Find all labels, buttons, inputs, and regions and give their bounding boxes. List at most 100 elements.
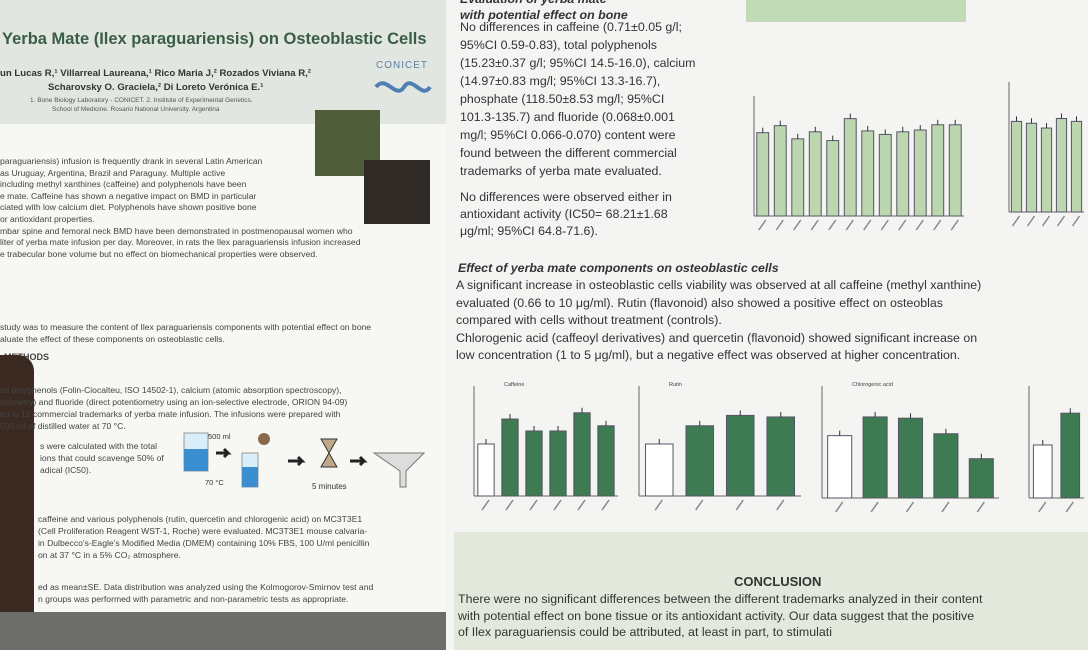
bar bbox=[725, 414, 755, 497]
text-line: (14.97±0.83 mg/l; 95%CI 13.3-16.7), bbox=[460, 74, 661, 88]
text-line: of Ilex paraguariensis could be attribut… bbox=[458, 625, 832, 639]
x-tick-squiggle bbox=[776, 499, 785, 511]
chart-title: Chlorogenic acid bbox=[852, 382, 893, 388]
bar bbox=[931, 124, 945, 217]
text-line: Evaluation of yerba mate bbox=[460, 0, 607, 6]
x-tick-squiggle bbox=[654, 499, 663, 511]
text-line: paraguariensis) infusion is frequently d… bbox=[0, 156, 263, 166]
x-tick-squiggle bbox=[863, 219, 872, 231]
x-tick-squiggle bbox=[835, 501, 844, 513]
x-tick-squiggle bbox=[758, 219, 767, 231]
bar bbox=[968, 458, 994, 499]
text-line: 101.3-135.7) and fluoride (0.068±0.001 bbox=[460, 110, 675, 124]
x-tick-squiggle bbox=[1071, 215, 1081, 227]
text-line: with potential effect on bone tissue or … bbox=[458, 608, 975, 623]
affiliation: School of Medicine. Rosario National Uni… bbox=[52, 106, 220, 113]
x-tick-squiggle bbox=[1056, 215, 1066, 227]
diagram-label: 5 minutes bbox=[312, 482, 347, 491]
x-tick-squiggle bbox=[1065, 501, 1074, 513]
x-tick-squiggle bbox=[553, 499, 562, 511]
text-line: on at 37 °C in a 5% CO₂ atmosphere. bbox=[38, 550, 181, 560]
bar bbox=[525, 430, 543, 497]
text-line: n groups was performed with parametric a… bbox=[38, 594, 349, 604]
poster-title: Yerba Mate (Ilex paraguariensis) on Oste… bbox=[2, 30, 427, 48]
text-line: study was to measure the content of Ilex… bbox=[0, 322, 372, 332]
bar bbox=[644, 443, 674, 497]
text-line: or antioxidant properties. bbox=[0, 214, 95, 224]
bar bbox=[549, 430, 567, 497]
x-tick-squiggle bbox=[870, 501, 879, 513]
bar-chart bbox=[1008, 82, 1084, 227]
conclusion-heading: CONCLUSION bbox=[734, 574, 822, 589]
text-line: low concentration (1 to 5 μg/ml), but a … bbox=[456, 348, 961, 362]
text-line: ed in 12 commercial trademarks of yerba … bbox=[0, 409, 341, 419]
bar-chart bbox=[753, 96, 964, 231]
bar-chart: Caffeine bbox=[473, 382, 618, 511]
bar bbox=[1060, 412, 1081, 499]
x-tick-squiggle bbox=[915, 219, 924, 231]
bar bbox=[1025, 122, 1038, 213]
diagram-label: 500 ml bbox=[208, 432, 231, 441]
text-line: with potential effect on bone bbox=[460, 8, 628, 22]
text-line: trademarks of yerba mate evaluated. bbox=[460, 164, 662, 178]
bar bbox=[791, 138, 805, 217]
text-line: phosphate (118.50±8.53 mg/l; 95%CI bbox=[460, 92, 665, 106]
x-tick-squiggle bbox=[1011, 215, 1021, 227]
text-line: found between the different commercial bbox=[460, 146, 677, 160]
bar bbox=[808, 131, 822, 217]
x-tick-squiggle bbox=[905, 501, 915, 513]
person-silhouette bbox=[0, 355, 34, 612]
bar bbox=[756, 132, 770, 217]
x-tick-squiggle bbox=[577, 499, 586, 511]
text-line: evaluated (0.66 to 10 μg/ml). Rutin (fla… bbox=[456, 295, 943, 310]
x-tick-squiggle bbox=[950, 219, 959, 231]
x-tick-squiggle bbox=[505, 499, 514, 511]
text-line: There were no significant differences be… bbox=[458, 592, 983, 606]
text-line: liter of yerba mate infusion per day. Mo… bbox=[0, 237, 361, 248]
chart-title: Caffeine bbox=[504, 382, 524, 388]
bar-chart bbox=[1028, 386, 1084, 513]
text-line: Chlorogenic acid (caffeoyl derivatives) … bbox=[456, 330, 978, 345]
x-tick-squiggle bbox=[1038, 501, 1047, 513]
bar bbox=[861, 130, 875, 217]
text-line: No differences were observed either in bbox=[460, 190, 672, 204]
bar bbox=[826, 140, 840, 217]
text-line: (Cell Proliferation Reagent WST-1, Roche… bbox=[38, 526, 368, 536]
bar-chart: Rutin bbox=[638, 382, 801, 511]
logo-text: CONICET bbox=[376, 60, 428, 71]
affiliation: 1. Bone Biology Laboratory - CONICET. 2.… bbox=[30, 97, 253, 104]
text-line: mbar spine and femoral neck BMD have bee… bbox=[0, 225, 353, 236]
diagram-label: 70 °C bbox=[205, 478, 224, 487]
x-tick-squiggle bbox=[828, 219, 837, 231]
text-line: antioxidant activity (IC50= 68.21±1.68 bbox=[460, 207, 668, 221]
x-tick-squiggle bbox=[1041, 215, 1051, 227]
bar bbox=[597, 425, 615, 497]
bar bbox=[1070, 120, 1083, 213]
infusion-diagram bbox=[183, 432, 426, 488]
section-heading: Effect of yerba mate components on osteo… bbox=[458, 261, 779, 275]
text-line: ions that could scavenge 50% of bbox=[40, 453, 164, 463]
x-tick-squiggle bbox=[810, 219, 819, 231]
x-tick-squiggle bbox=[880, 219, 889, 231]
bar bbox=[913, 129, 927, 217]
chart-title: Rutin bbox=[669, 382, 682, 388]
x-tick-squiggle bbox=[775, 219, 784, 231]
text-line: ed as mean±SE. Data distribution was ana… bbox=[38, 582, 374, 592]
logo-mark bbox=[374, 81, 432, 93]
bar bbox=[766, 416, 796, 497]
text-line: adical (IC50). bbox=[40, 465, 92, 475]
x-tick-squiggle bbox=[941, 501, 950, 513]
bar bbox=[477, 443, 495, 497]
left-panel: Yerba Mate (Ilex paraguariensis) on Oste… bbox=[0, 0, 446, 612]
text-line: A significant increase in osteoblastic c… bbox=[456, 278, 982, 292]
bar bbox=[501, 418, 519, 497]
bar bbox=[773, 125, 787, 217]
right-panel: Effect of yerba mate components on osteo… bbox=[446, 0, 1088, 650]
authors: un Lucas R,¹ Villarreal Laureana,¹ Rico … bbox=[0, 68, 312, 79]
text-line: compared with cells without treatment (c… bbox=[456, 313, 722, 327]
mate-photo bbox=[364, 160, 430, 224]
bar bbox=[843, 118, 857, 217]
x-tick-squiggle bbox=[845, 219, 854, 231]
text-line: tal polyphenols (Folin-Ciocalteu, ISO 14… bbox=[0, 385, 342, 395]
